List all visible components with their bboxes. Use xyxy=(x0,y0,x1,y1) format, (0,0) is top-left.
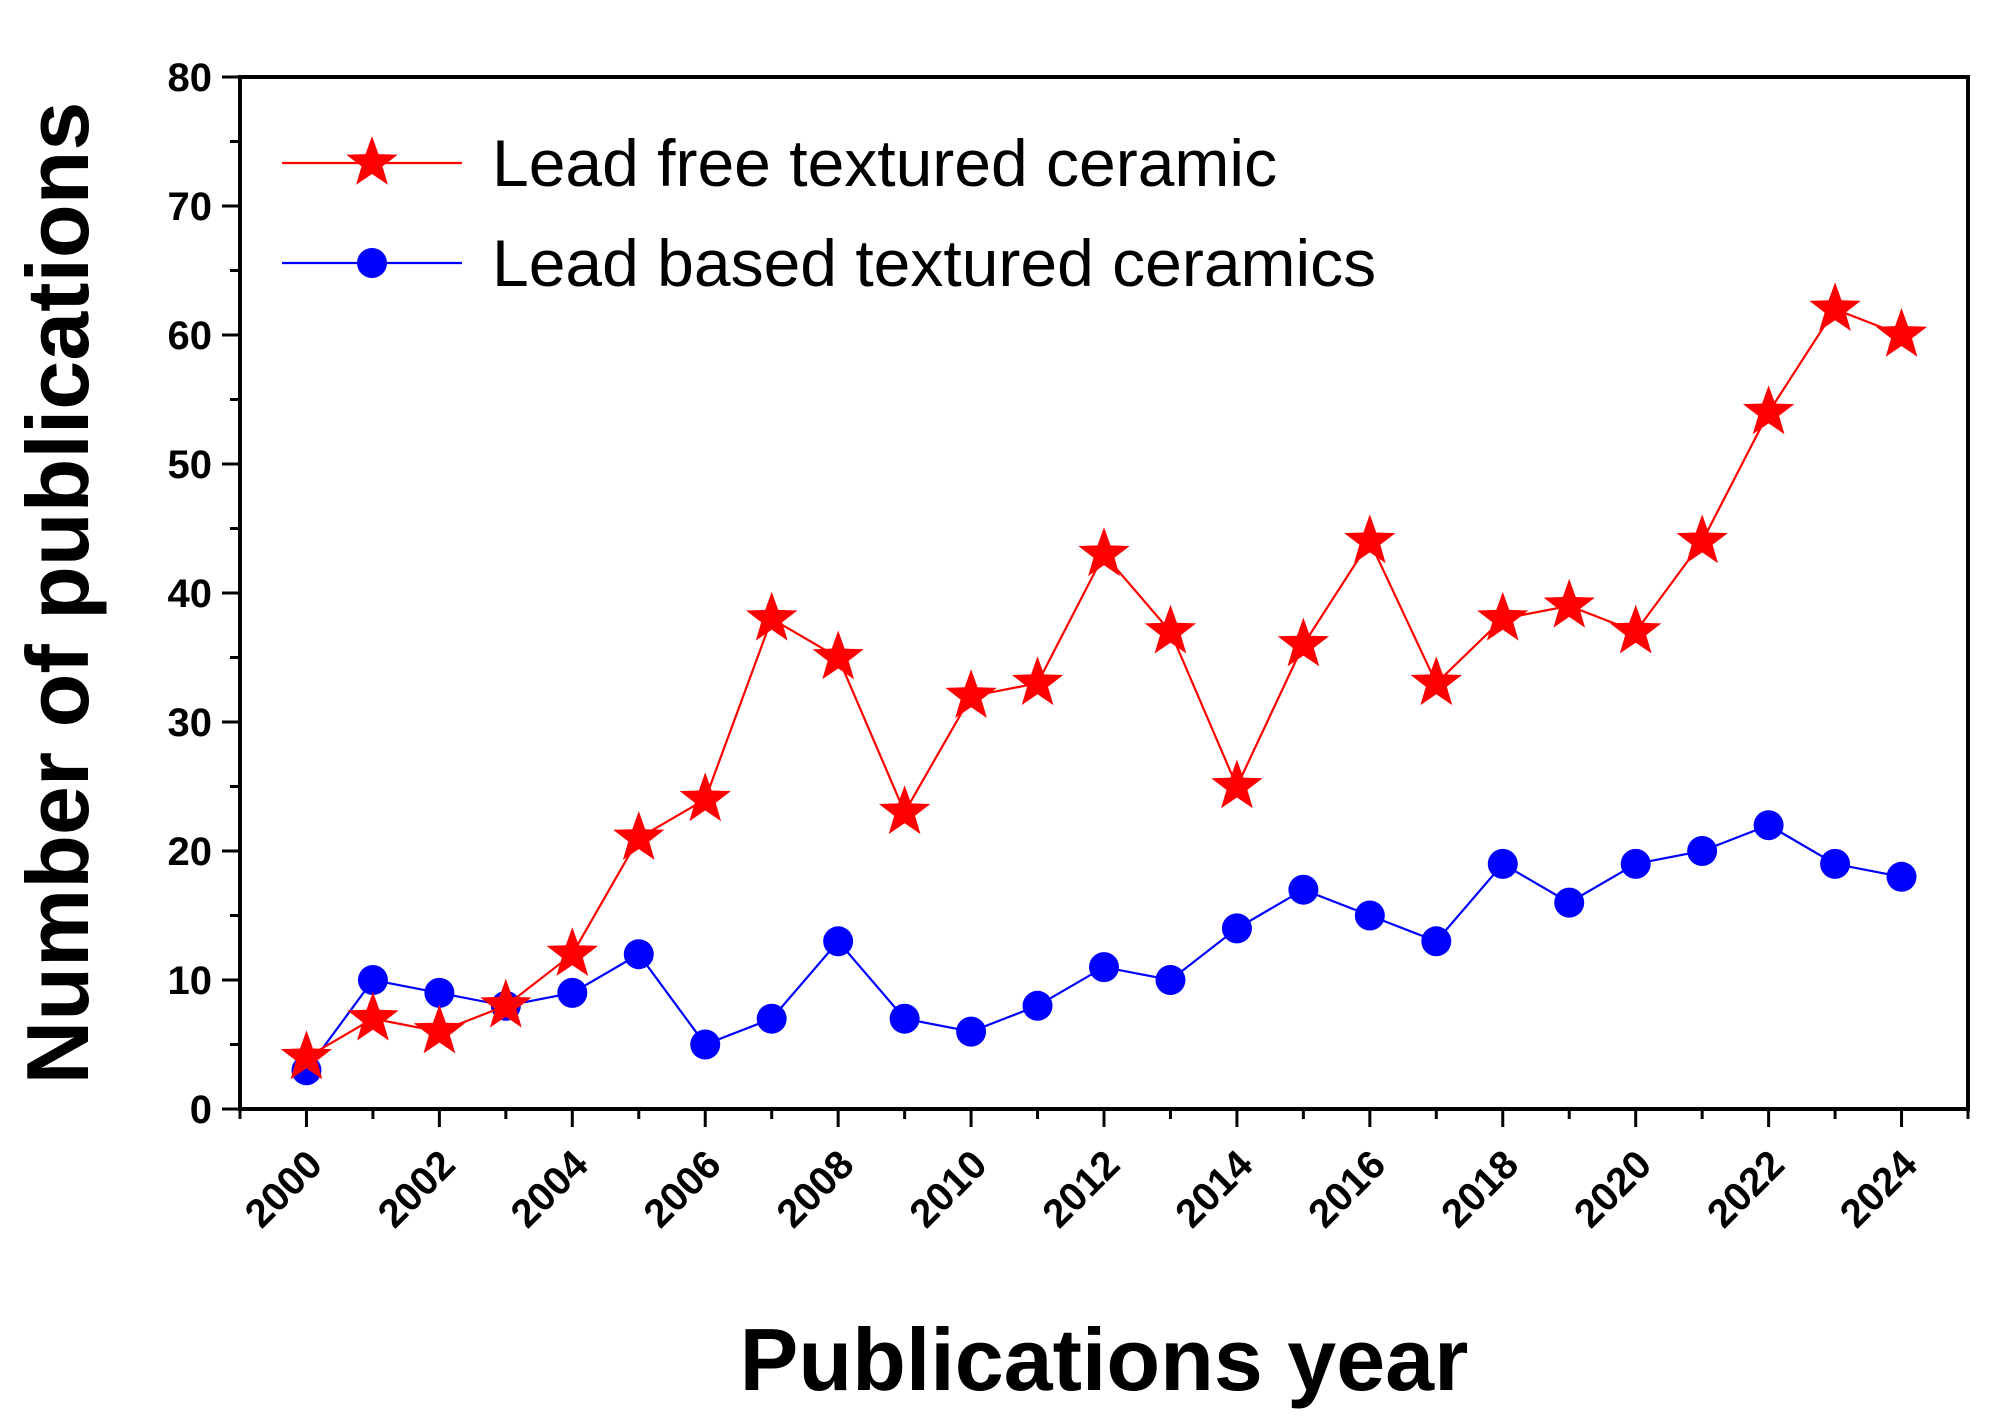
y-tick-label: 10 xyxy=(168,959,213,1003)
data-point xyxy=(878,785,931,835)
data-point xyxy=(623,939,654,970)
data-point xyxy=(1543,578,1595,628)
data-point xyxy=(1620,848,1651,879)
data-point xyxy=(1288,874,1319,905)
data-point xyxy=(690,1029,721,1060)
data-point xyxy=(1610,604,1662,654)
x-tick-label: 2024 xyxy=(1832,1142,1927,1237)
data-point xyxy=(1886,861,1917,892)
series-line xyxy=(305,823,1902,1071)
legend-item: Lead based textured ceramics xyxy=(282,226,1376,300)
x-tick-label: 2018 xyxy=(1433,1142,1527,1236)
data-point xyxy=(746,591,798,641)
data-point xyxy=(1410,656,1462,706)
series-2 xyxy=(291,810,1917,1086)
data-point xyxy=(546,927,598,976)
data-point xyxy=(1155,965,1186,995)
data-point xyxy=(347,991,399,1041)
y-tick-label: 30 xyxy=(168,701,213,745)
data-point xyxy=(413,1004,466,1054)
data-point xyxy=(1011,656,1064,706)
series-line xyxy=(305,307,1902,1059)
x-tick-label: 2010 xyxy=(901,1142,995,1236)
data-point xyxy=(1809,282,1861,331)
data-point xyxy=(945,669,997,718)
data-point xyxy=(613,811,665,860)
data-point xyxy=(823,926,854,957)
data-point xyxy=(1875,308,1928,357)
series-1 xyxy=(280,282,1928,1080)
x-tick-label: 2014 xyxy=(1167,1142,1262,1237)
data-point xyxy=(889,1003,920,1034)
data-point xyxy=(812,630,864,680)
x-tick-label: 2006 xyxy=(636,1142,730,1236)
legend-marker xyxy=(357,248,387,278)
data-point xyxy=(1211,759,1263,809)
data-point xyxy=(280,1030,333,1080)
data-point xyxy=(1753,810,1784,841)
data-point xyxy=(357,965,388,995)
x-axis-title: Publications year xyxy=(740,1310,1469,1409)
data-point xyxy=(1477,591,1529,641)
y-tick-label: 40 xyxy=(168,572,213,616)
x-tick-label: 2004 xyxy=(503,1142,598,1237)
x-tick-label: 2002 xyxy=(370,1142,464,1236)
data-point xyxy=(1354,900,1385,931)
data-point xyxy=(1820,848,1851,879)
data-point xyxy=(1022,990,1053,1021)
data-point xyxy=(1344,514,1396,564)
x-tick-label: 2000 xyxy=(237,1142,331,1236)
x-tick-label: 2020 xyxy=(1566,1142,1660,1236)
data-point xyxy=(1144,604,1197,654)
x-axis: 2000 2002 2004 2006 2008 2010 2012 2014 2016 2018… xyxy=(237,1109,1970,1237)
data-point xyxy=(1277,617,1330,667)
x-tick-label: 2016 xyxy=(1300,1142,1394,1236)
data-point xyxy=(1554,887,1585,918)
y-axis: 0 10 20 30 40 50 60 70 80 xyxy=(168,56,240,1132)
x-tick-label: 2008 xyxy=(768,1142,862,1236)
data-point xyxy=(1742,385,1795,435)
data-point xyxy=(424,977,455,1008)
data-point xyxy=(1687,836,1718,866)
y-tick-label: 70 xyxy=(168,185,213,229)
data-point xyxy=(1078,527,1130,577)
data-point xyxy=(756,1003,787,1034)
legend: Lead free textured ceramic Lead based tex… xyxy=(282,126,1376,300)
legend-marker xyxy=(346,136,398,185)
data-point xyxy=(1421,926,1452,957)
data-point xyxy=(557,977,588,1008)
legend-label: Lead free textured ceramic xyxy=(492,126,1277,200)
data-point xyxy=(1487,848,1518,879)
data-point xyxy=(1089,952,1119,983)
y-tick-label: 60 xyxy=(168,314,213,358)
data-point xyxy=(679,772,731,822)
y-tick-label: 0 xyxy=(190,1088,212,1132)
x-tick-label: 2012 xyxy=(1034,1142,1128,1236)
y-axis-title: Number of publications xyxy=(8,102,107,1085)
data-point xyxy=(956,1016,987,1047)
y-tick-label: 80 xyxy=(168,56,213,100)
data-point xyxy=(480,978,532,1028)
legend-item: Lead free textured ceramic xyxy=(282,126,1277,200)
data-point xyxy=(1221,913,1252,944)
data-point xyxy=(1676,514,1728,564)
x-tick-label: 2022 xyxy=(1699,1142,1793,1236)
series-layer xyxy=(280,282,1928,1086)
y-tick-label: 20 xyxy=(168,830,213,874)
legend-label: Lead based textured ceramics xyxy=(492,226,1376,300)
y-tick-label: 50 xyxy=(168,443,213,487)
